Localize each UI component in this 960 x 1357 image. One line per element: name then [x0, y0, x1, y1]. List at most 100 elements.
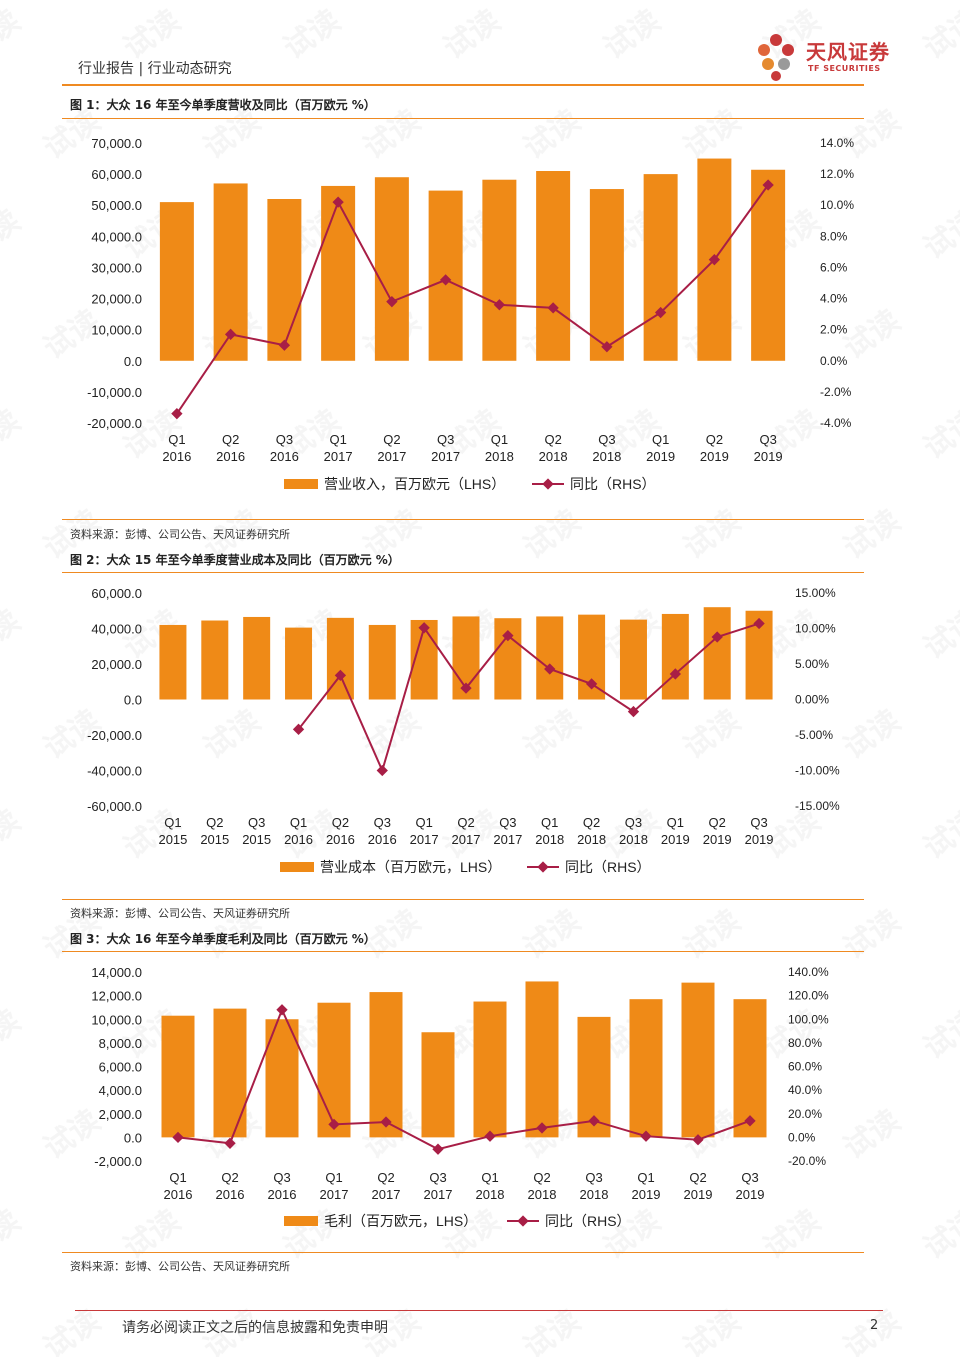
yoy-point [172, 1131, 184, 1144]
x-tick-label-year: 2017 [324, 449, 353, 464]
x-tick-label-quarter: Q3 [598, 432, 615, 447]
x-tick-label-quarter: Q1 [667, 815, 684, 830]
y-left-tick-label: -10,000.0 [87, 385, 142, 400]
x-tick-label-quarter: Q3 [429, 1170, 446, 1185]
bar [201, 620, 229, 700]
figure-3-chart: 14,000.0 12,000.0 10,000.0 8,000.0 6,000.0 4,… [91, 965, 829, 1229]
y-right-tick-label: -10.00% [795, 764, 840, 778]
x-tick-label-quarter: Q3 [750, 815, 767, 830]
y-right-tick-label: 4.0% [820, 292, 848, 306]
watermark-text: 试读 [917, 3, 960, 67]
x-tick-label-year: 2018 [539, 449, 568, 464]
x-tick-label-quarter: Q1 [164, 815, 181, 830]
x-tick-label-quarter: Q3 [276, 432, 293, 447]
legend-line-marker [517, 1215, 529, 1227]
x-tick-label-quarter: Q3 [273, 1170, 290, 1185]
yoy-point [224, 1137, 236, 1149]
x-tick-label-year: 2016 [284, 832, 313, 847]
y-left-tick-label: 60,000.0 [91, 167, 142, 182]
figure-3-top-rule [62, 951, 864, 952]
y-right-tick-label: 15.00% [795, 586, 836, 600]
x-tick-label-year: 2017 [377, 449, 406, 464]
bar [473, 1001, 507, 1138]
y-right-tick-label: -4.0% [820, 416, 852, 430]
watermark-text: 试读 [917, 1003, 960, 1067]
x-tick-label-quarter: Q3 [741, 1170, 758, 1185]
figure-2-bottom-rule [62, 899, 864, 900]
x-tick-label-quarter: Q2 [457, 815, 474, 830]
yoy-point [753, 617, 765, 630]
y-left-tick-label: 0.0 [124, 693, 142, 708]
watermark-text: 试读 [917, 603, 960, 667]
watermark-text: 试读 [0, 603, 27, 667]
x-tick-label-quarter: Q3 [585, 1170, 602, 1185]
x-tick-label-year: 2016 [270, 449, 299, 464]
report-header-title: 行业报告 | 行业动态研究 [78, 61, 232, 77]
figure-1-title: 图 1：大众 16 年至今单季度营收及同比（百万欧元 %） [70, 98, 376, 112]
x-tick-label-year: 2015 [158, 832, 187, 847]
legend-line-label: 同比（RHS） [570, 476, 656, 492]
x-tick-label-quarter: Q2 [583, 815, 600, 830]
bar [159, 624, 187, 700]
yoy-point [547, 302, 559, 314]
x-tick-label-year: 2017 [431, 449, 460, 464]
legend-bar-swatch [284, 479, 318, 489]
bar [681, 982, 715, 1138]
watermark-text: 试读 [0, 403, 27, 467]
y-right-tick-label: 140.0% [788, 965, 829, 979]
watermark-text: 试读 [677, 1303, 747, 1357]
x-tick-label-year: 2018 [476, 1187, 505, 1202]
watermark-text: 试读 [0, 3, 27, 67]
y-left-tick-label: 14,000.0 [91, 965, 142, 980]
x-tick-label-year: 2018 [485, 449, 514, 464]
x-tick-label-quarter: Q1 [541, 815, 558, 830]
watermark-text: 试读 [917, 1203, 960, 1267]
tf-securities-logo: 天风证券 TF SECURITIES [754, 30, 894, 84]
x-tick-label-quarter: Q3 [437, 432, 454, 447]
bar [317, 1002, 351, 1138]
y-right-tick-label: 12.0% [820, 167, 854, 181]
figure-1-source: 资料来源：彭博、公司公告、天风证券研究所 [70, 528, 290, 541]
y-left-tick-label: 40,000.0 [91, 229, 142, 244]
yoy-line [177, 1007, 751, 1151]
y-right-tick-label: 60.0% [788, 1060, 822, 1074]
y-left-tick-label: 60,000.0 [91, 586, 142, 601]
y-left-tick-label: 0.0 [124, 1130, 142, 1145]
x-tick-label-year: 2018 [580, 1187, 609, 1202]
x-tick-label-year: 2019 [661, 832, 690, 847]
x-tick-label-year: 2017 [424, 1187, 453, 1202]
y-left-tick-label: 8,000.0 [99, 1036, 142, 1051]
x-tick-label-year: 2019 [754, 449, 783, 464]
bar [482, 179, 517, 361]
y-left-tick-label: 10,000.0 [91, 323, 142, 338]
x-tick-label-quarter: Q3 [499, 815, 516, 830]
x-tick-label-year: 2016 [164, 1187, 193, 1202]
header-rule [62, 84, 864, 86]
x-tick-label-quarter: Q2 [533, 1170, 550, 1185]
y-left-tick-label: -2,000.0 [94, 1154, 142, 1169]
x-tick-label-year: 2017 [372, 1187, 401, 1202]
x-tick-label-year: 2019 [646, 449, 675, 464]
watermark-text: 试读 [917, 203, 960, 267]
x-tick-label-quarter: Q1 [415, 815, 432, 830]
bar [751, 169, 786, 361]
y-right-tick-label: -2.0% [820, 385, 852, 399]
y-left-tick-label: -60,000.0 [87, 799, 142, 814]
watermark-text: 试读 [917, 403, 960, 467]
flower-logo-icon [758, 34, 794, 81]
bar [733, 999, 767, 1138]
y-right-tick-label: 14.0% [820, 136, 854, 150]
bar [368, 624, 396, 700]
x-tick-label-year: 2016 [368, 832, 397, 847]
x-tick-label-quarter: Q1 [491, 432, 508, 447]
x-tick-label-year: 2016 [268, 1187, 297, 1202]
x-tick-label-year: 2016 [162, 449, 191, 464]
legend-bar-label: 毛利（百万欧元，LHS） [324, 1213, 477, 1229]
x-tick-label-year: 2019 [700, 449, 729, 464]
yoy-point [386, 296, 398, 308]
yoy-point [276, 1004, 288, 1016]
x-tick-label-quarter: Q1 [325, 1170, 342, 1185]
figure-3-title: 图 3：大众 16 年至今单季度毛利及同比（百万欧元 %） [70, 932, 376, 946]
yoy-point [439, 274, 452, 286]
x-tick-label-year: 2018 [577, 832, 606, 847]
